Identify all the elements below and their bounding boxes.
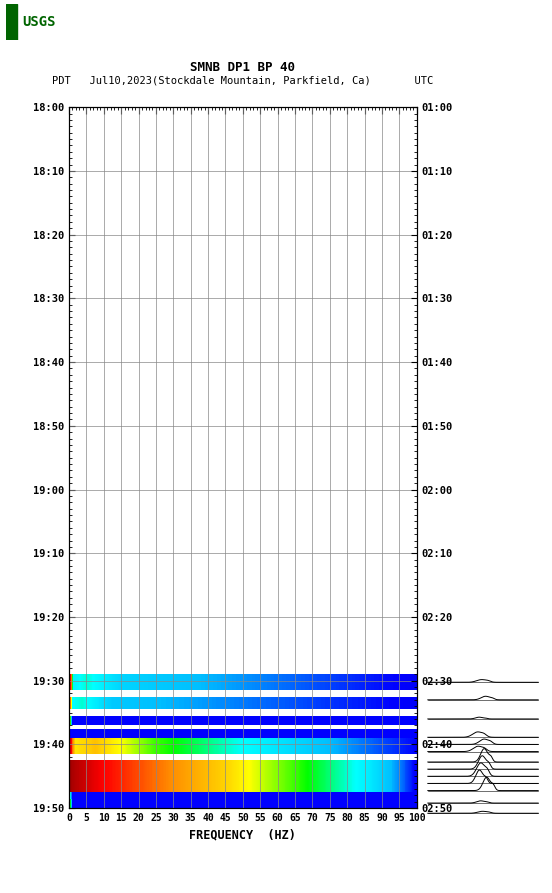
- Text: PDT   Jul10,2023(Stockdale Mountain, Parkfield, Ca)       UTC: PDT Jul10,2023(Stockdale Mountain, Parkf…: [52, 76, 433, 86]
- Polygon shape: [6, 4, 17, 40]
- Text: SMNB DP1 BP 40: SMNB DP1 BP 40: [190, 61, 295, 74]
- Text: USGS: USGS: [22, 15, 56, 29]
- X-axis label: FREQUENCY  (HZ): FREQUENCY (HZ): [189, 829, 296, 841]
